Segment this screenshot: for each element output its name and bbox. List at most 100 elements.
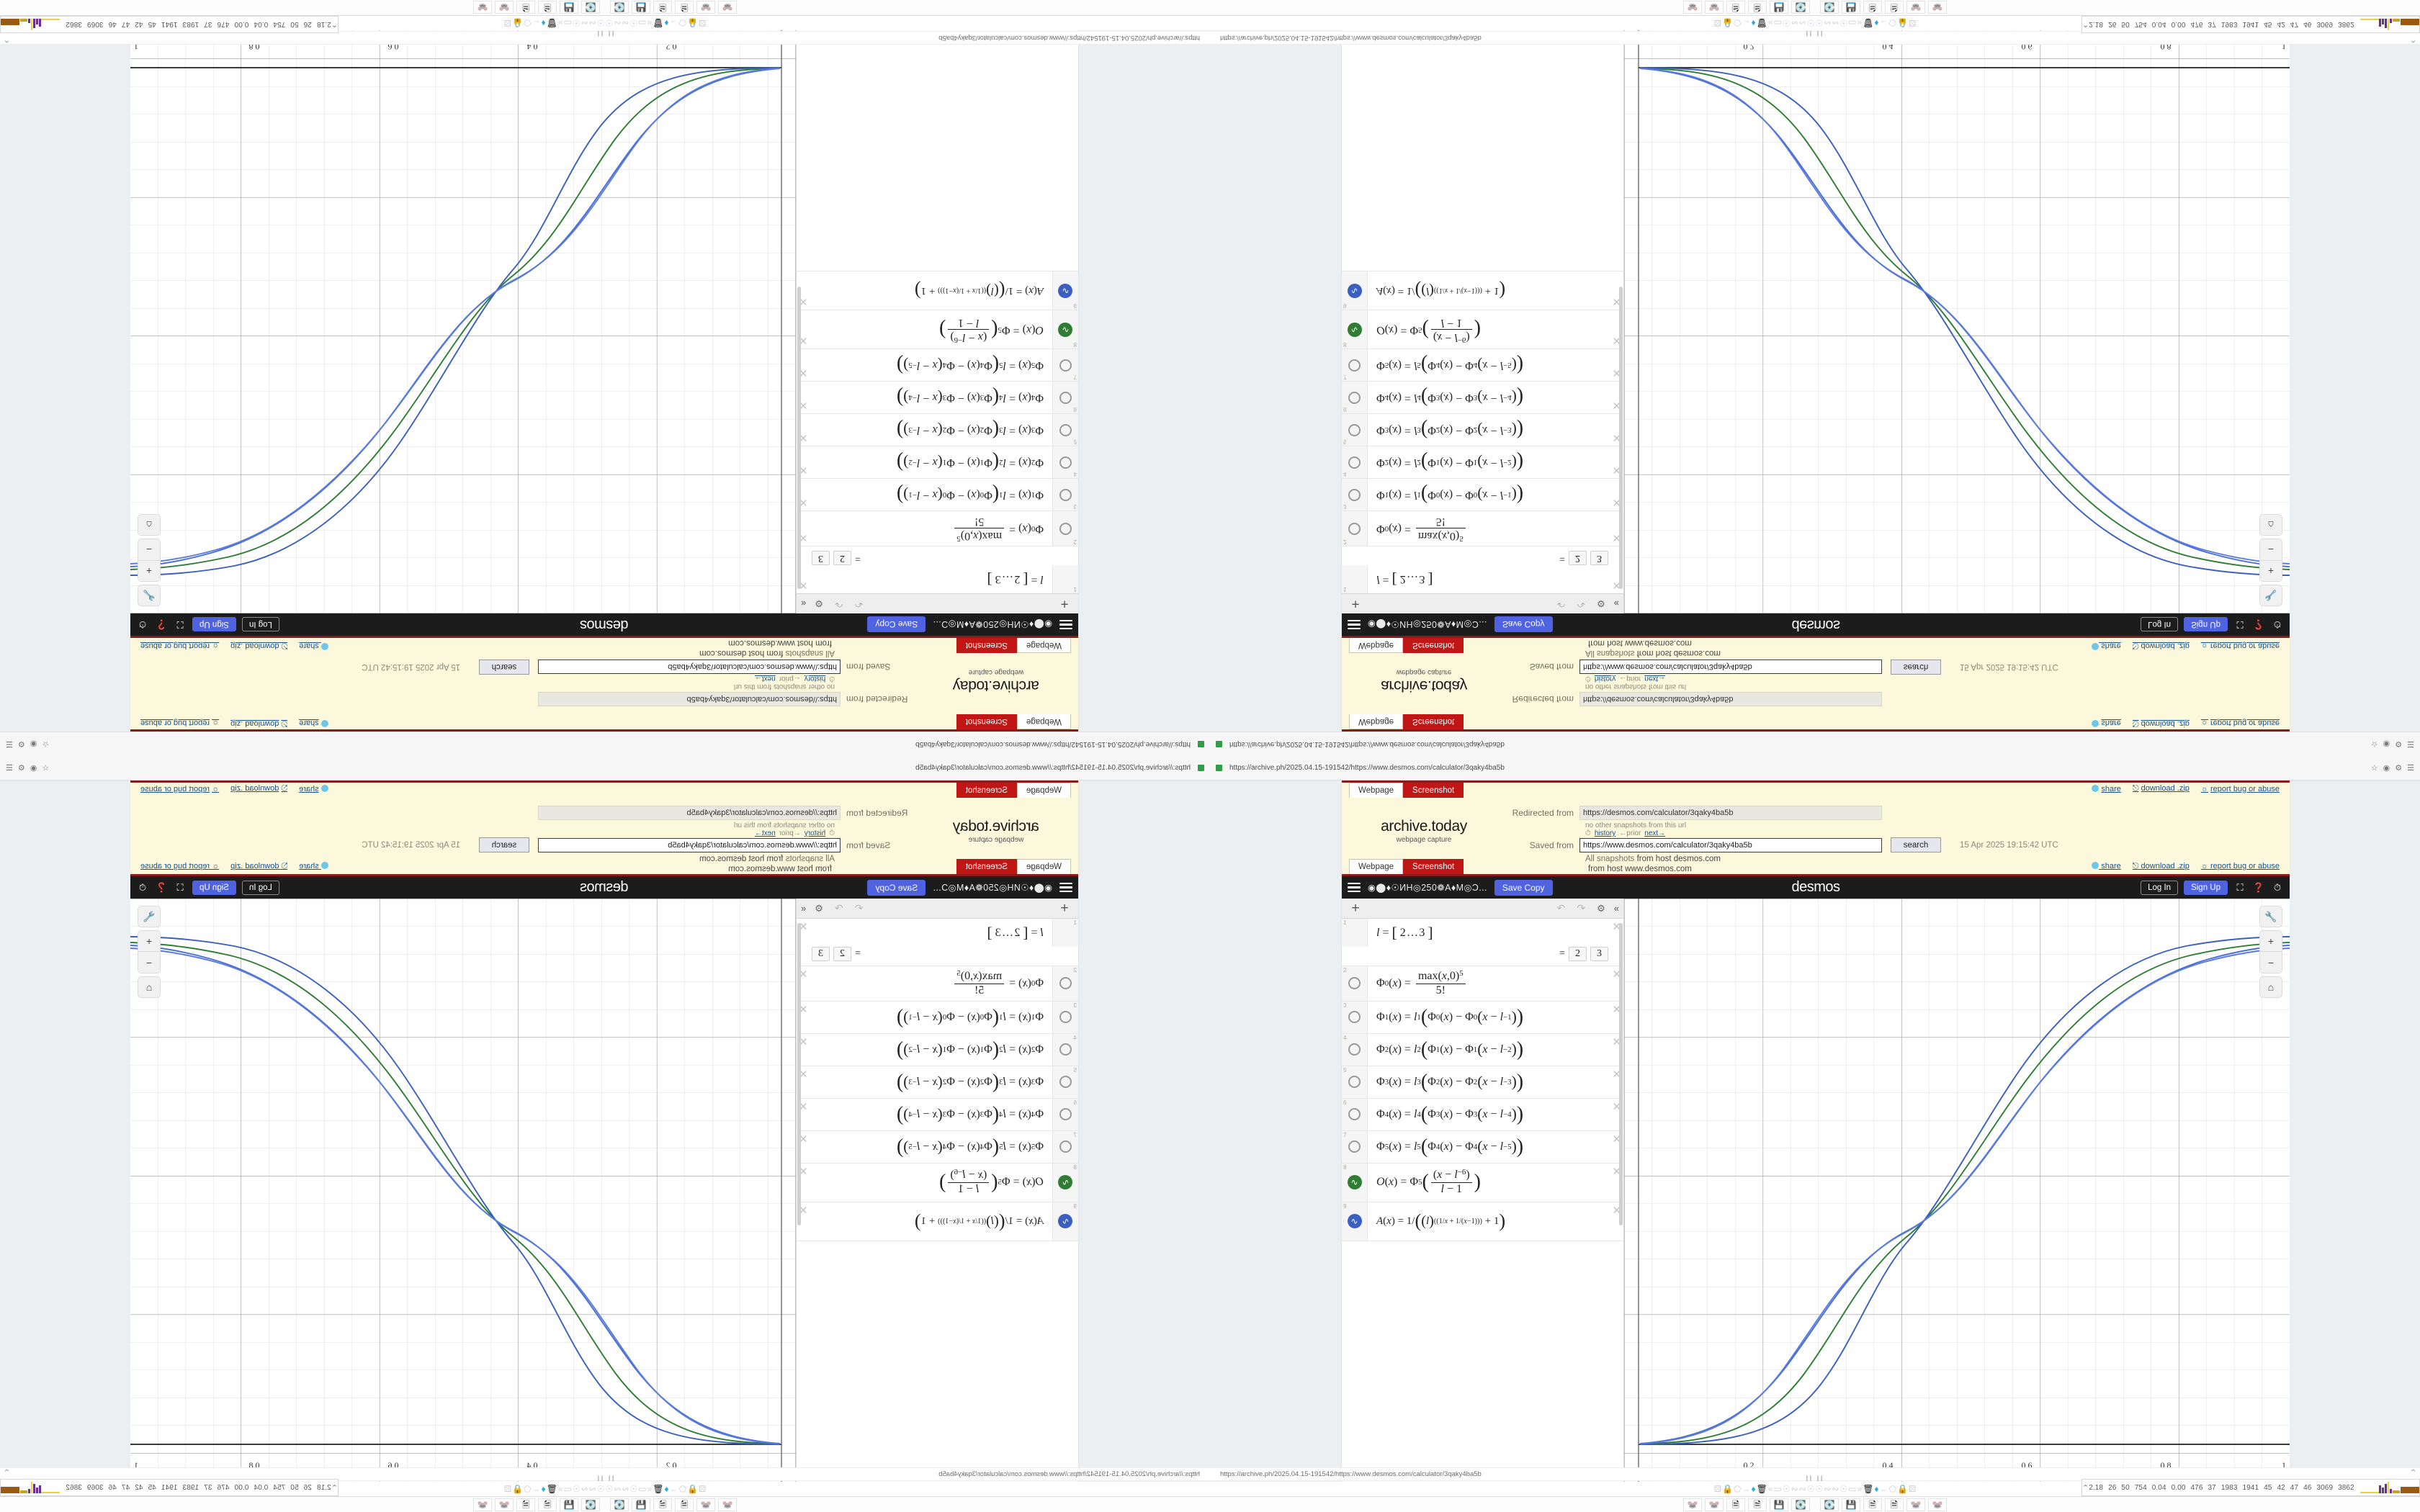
archive-tabs-bottom[interactable]: Webpage Screenshot (1349, 859, 1464, 874)
pager-shield-icon[interactable]: ⬠ (678, 18, 686, 29)
delete-row-icon[interactable]: ✕ (1612, 1068, 1621, 1081)
pager-next-icon[interactable]: » (1857, 1483, 1863, 1494)
row-gutter-9[interactable]: 9 ∿ (1342, 1202, 1368, 1241)
taskbar-notepad-icon[interactable]: 🗎 (1748, 1, 1767, 14)
browser-chrome[interactable]: https://archive.ph/2025.04.15-191542/htt… (1210, 732, 2420, 756)
account-icon[interactable]: ◉ (30, 764, 37, 773)
expression-row-8[interactable]: 8 ∿ O(x) = Φ 5((x − l−6) l − 1) ✕ (1342, 1163, 1624, 1202)
saved-from-input[interactable]: https://www.desmos.com/calculator/3qaky4… (538, 660, 841, 675)
expression-row-1[interactable]: 1 l = [ 2 … 3 ] (796, 546, 1078, 593)
saved-from-row[interactable]: Saved from https://www.desmos.com/calcul… (331, 837, 921, 852)
pager-flame-2-icon[interactable]: ♦ (1874, 18, 1879, 29)
desmos-header-right[interactable]: Log In Sign Up ⛶ ❓ ⏱ (2141, 617, 2284, 632)
plot-toggle-icon[interactable] (1348, 423, 1361, 436)
pager-trash-icon[interactable]: 🗑 (1756, 18, 1767, 29)
delete-row-icon[interactable]: ✕ (1612, 1165, 1621, 1178)
expression-panel[interactable]: + ↶ ↷ ⚙ « (1342, 30, 1624, 613)
desmos-body[interactable]: + ↶ ↷ ⚙ « (1342, 899, 2290, 1482)
row-gutter-1[interactable]: 1 (1342, 919, 1368, 947)
expression-math-3[interactable]: Φ 1(x) = l 1(Φ 0(x) − Φ 0(x − l −1)) (1376, 1005, 1524, 1028)
tab-webpage[interactable]: Webpage (1016, 783, 1071, 798)
expression-panel[interactable]: + ↶ ↷ ⚙ « (1342, 899, 1624, 1482)
delete-row-icon[interactable]: ✕ (1612, 1035, 1621, 1048)
pager-next-icon[interactable]: » (557, 18, 563, 29)
graph-canvas[interactable]: 0.2 0.4 0.6 0.8 1 🔧 + (130, 30, 796, 613)
pager-curve-3-icon[interactable]: ∾ (588, 1483, 596, 1494)
bookmark-icon[interactable]: ☆ (42, 764, 50, 773)
address-bar[interactable]: https://archive.ph/2025.04.15-191542/htt… (1229, 764, 1505, 772)
row-gutter-5[interactable]: 5 (1052, 414, 1078, 446)
expression-row-3[interactable]: 3 Φ 1(x) = l 1(Φ 0(x) − Φ 0(x − l −1)) ✕ (1342, 1001, 1624, 1034)
download-zip-link-bottom[interactable]: ⎋ download .zip (230, 862, 288, 870)
pager-lock-icon[interactable]: 🔒 (686, 18, 698, 29)
pager-shield-2-icon[interactable]: ⬠ (524, 18, 532, 29)
taskbar-notepad-icon[interactable]: 🗎 (1863, 1498, 1882, 1511)
pager-arrow-right-icon[interactable]: → (1742, 18, 1751, 29)
plot-toggle-icon[interactable] (1348, 488, 1361, 501)
taskbar-firefox-icon[interactable]: 🐭 (1705, 1, 1724, 14)
report-bug-link-bottom[interactable]: ☼ report bug or abuse (140, 862, 220, 870)
pager-next-icon[interactable]: » (557, 1483, 563, 1494)
history-nav[interactable]: ⏱ history ←prior next→ (1585, 829, 2089, 837)
menu-icon[interactable]: ☰ (6, 739, 13, 748)
sysmon-caret-icon[interactable]: ⌃ (2082, 1483, 2089, 1493)
taskbar-notepad-icon[interactable]: 🗎 (538, 1498, 557, 1511)
taskbar-notepad-icon[interactable]: 🗎 (653, 1, 672, 14)
taskbar-firefox-icon[interactable]: 🐭 (1906, 1, 1925, 14)
tab-webpage-bottom[interactable]: Webpage (1349, 859, 1404, 874)
expression-row-9[interactable]: 9 ∿ A(x) = 1/((l) ((1/x + 1/(x−1))) + 1) … (796, 271, 1078, 310)
zoom-out-icon[interactable]: − (2259, 952, 2282, 973)
share-icon[interactable]: ⛶ (176, 619, 184, 631)
signup-button[interactable]: Sign Up (2184, 617, 2228, 632)
archive-banner[interactable]: Webpage Screenshot share ⎋download .zip … (130, 636, 1078, 732)
plot-color-swatch-blue[interactable]: ∿ (1347, 283, 1362, 298)
expression-row-6[interactable]: 6 Φ 4(x) = l 4(Φ 3(x) − Φ 3(x − l −4)) ✕ (1342, 1098, 1624, 1131)
tab-screenshot[interactable]: Screenshot (956, 783, 1017, 798)
taskbar-notepad-icon[interactable]: 🗎 (675, 1498, 694, 1511)
pager-prev-icon[interactable]: « (647, 18, 653, 29)
row-gutter-9[interactable]: 9 ∿ (1052, 271, 1078, 310)
row-gutter-6[interactable]: 6 (1052, 382, 1078, 414)
expression-row-4[interactable]: 4 Φ 2(x) = l 2(Φ 1(x) − Φ 1(x − l −2)) ✕ (796, 446, 1078, 479)
taskbar-floppy-disk-icon[interactable]: 💾 (1770, 1, 1788, 14)
taskbar-floppy-disk-icon[interactable]: 💾 (1842, 1, 1860, 14)
share-link[interactable]: share (299, 784, 328, 793)
search-button[interactable]: search (1891, 837, 1941, 852)
desmos-app[interactable]: ◉⬤♦☉ИН◎250❁A♦М◎Ɔ... Save Copy desmos Log… (1342, 876, 2290, 1482)
prior-link[interactable]: ←prior (779, 675, 801, 683)
pager-trash-icon[interactable]: 🗑 (653, 18, 664, 29)
save-copy-button[interactable]: Save Copy (867, 616, 926, 633)
taskbar-apps-right[interactable]: 💽 💾 🗎 🗎 🐭 🐭 (473, 1498, 600, 1511)
archive-tabs-bottom[interactable]: Webpage Screenshot (1349, 638, 1464, 653)
pager-shield-2-icon[interactable]: ⬠ (1888, 18, 1896, 29)
row-gutter-2[interactable]: 2 (1052, 966, 1078, 1001)
plot-color-swatch-blue[interactable]: ∿ (1058, 1214, 1073, 1229)
system-monitor[interactable]: ⌃ 2.18 26 50 754 0.04 0.00 476 37 1983 1… (2081, 1479, 2420, 1496)
row-gutter-1[interactable]: 1 (1052, 919, 1078, 947)
graph-zoom-tools[interactable]: 🔧 + − ⌂ (2259, 906, 2282, 998)
history-link[interactable]: history (804, 829, 826, 837)
expression-row-4[interactable]: 4 Φ 2(x) = l 2(Φ 1(x) − Φ 1(x − l −2)) ✕ (1342, 446, 1624, 479)
next-link[interactable]: next→ (754, 829, 776, 837)
plot-color-swatch-blue[interactable]: ∿ (1058, 283, 1073, 298)
row-gutter-4[interactable]: 4 (1052, 446, 1078, 479)
pager-globe-1-icon[interactable]: ☉ (1782, 18, 1791, 29)
plot-toggle-icon[interactable] (1348, 1011, 1361, 1024)
expression-list[interactable]: 1 l = [ 2 … 3 ] (1342, 919, 1624, 1482)
desmos-header-right[interactable]: Log In Sign Up ⛶ ❓ ⏱ (2141, 880, 2284, 895)
plot-toggle-icon[interactable] (1348, 1076, 1361, 1089)
report-bug-link-bottom[interactable]: ☼ report bug or abuse (140, 642, 220, 650)
taskbar[interactable]: 🐭 🐭 🗎 🗎 💾 💽 💽 💾 🗎 🗎 🐭 🐭 (0, 0, 1210, 16)
plot-toggle-icon[interactable] (1059, 359, 1072, 372)
pager-settings-icon[interactable]: ⚄ (1713, 1483, 1722, 1494)
graph-title[interactable]: ◉⬤♦☉ИН◎250❁A♦М◎Ɔ... (933, 883, 1052, 893)
taskbar-notepad-icon[interactable]: 🗎 (538, 1, 557, 14)
archive-banner[interactable]: Webpage Screenshot share ⎋download .zip … (130, 780, 1078, 876)
expression-row-1[interactable]: 1 l = [ 2 … 3 ] (1342, 919, 1624, 966)
pager-settings-icon[interactable]: ⚄ (698, 1483, 707, 1494)
pager-globe-4-icon[interactable]: ☉ (572, 18, 581, 29)
row-gutter-8[interactable]: 8 ∿ (1052, 1163, 1078, 1202)
zoom-in-icon[interactable]: + (2259, 930, 2282, 952)
quadrant-top-left-mirror[interactable]: https://archive.ph/2025.04.15-191542/htt… (0, 0, 1210, 756)
pager-folder-icon[interactable]: ▭ (563, 1483, 572, 1494)
